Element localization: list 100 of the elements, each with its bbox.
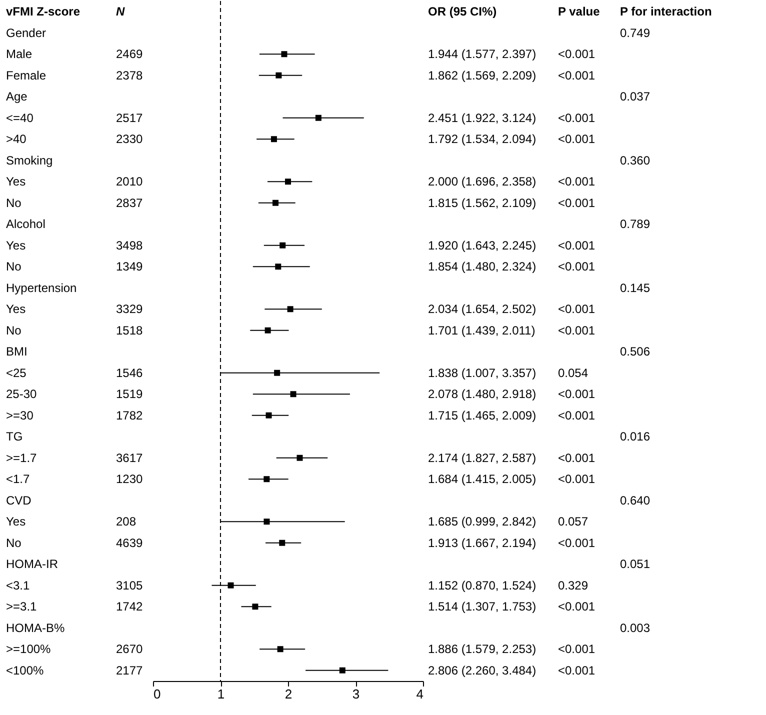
text: 2469 <box>116 47 144 62</box>
text: 3329 <box>116 302 144 316</box>
text: <0.001 <box>558 132 596 146</box>
text: 3105 <box>116 578 144 592</box>
y-tick-label: Yes <box>6 302 26 316</box>
text: 1518 <box>116 323 144 338</box>
text: 0.329 <box>558 578 588 592</box>
text: 0.057 <box>558 514 588 529</box>
text: 0.054 <box>558 366 588 380</box>
y-tick-label: >=3.1 <box>6 600 38 614</box>
text: 0.789 <box>620 217 650 232</box>
y-tick-label: >40 <box>6 132 27 146</box>
y-tick-label: CVD <box>6 493 32 508</box>
y-tick-label: TG <box>6 430 23 444</box>
text: <0.001 <box>558 408 596 422</box>
text: 1546 <box>116 366 144 380</box>
y-tick-label: >=30 <box>6 408 34 422</box>
x-tick-label: 2 <box>284 686 292 702</box>
x-tick-label: 0 <box>154 686 161 702</box>
text: <0.001 <box>558 302 596 316</box>
y-tick-label: Yes <box>6 238 26 252</box>
text: <0.001 <box>558 47 596 62</box>
y-tick-label: >=1.7 <box>6 450 38 465</box>
y-tick-label: Female <box>6 68 46 82</box>
y-tick-label: HOMA-IR <box>6 557 58 572</box>
data-label: 1.815 (1.562, 2.109) <box>428 196 536 210</box>
data-label: 1.862 (1.569, 2.209) <box>428 68 536 82</box>
text: <0.001 <box>558 536 596 550</box>
text: 2378 <box>116 68 144 82</box>
text: 2010 <box>116 174 144 189</box>
y-tick-label: <1.7 <box>6 472 30 486</box>
text: P value <box>558 4 600 19</box>
text: 1349 <box>116 260 144 274</box>
text: <0.001 <box>558 238 596 252</box>
text: 0.145 <box>620 280 650 295</box>
y-tick-label: Smoking <box>6 153 53 168</box>
data-label: 1.514 (1.307, 1.753) <box>428 600 536 614</box>
data-label: 1.715 (1.465, 2.009) <box>428 408 536 422</box>
y-tick-label: No <box>6 536 22 550</box>
data-label: 1.152 (0.870, 1.524) <box>428 578 536 592</box>
y-tick-label: Alcohol <box>6 217 46 232</box>
y-tick-label: HOMA-B% <box>6 620 65 635</box>
text: <0.001 <box>558 387 596 402</box>
text: 2330 <box>116 132 144 146</box>
text: <0.001 <box>558 663 596 678</box>
text: P for interaction <box>620 4 712 19</box>
y-tick-label: Yes <box>6 514 26 529</box>
text: 1519 <box>116 387 144 402</box>
y-tick-label: Gender <box>6 26 46 40</box>
data-label: 2.806 (2.260, 3.484) <box>428 663 536 678</box>
data-label: 1.854 (1.480, 2.324) <box>428 260 536 274</box>
text: <0.001 <box>558 323 596 338</box>
y-tick-label: No <box>6 196 22 210</box>
data-label: 1.886 (1.579, 2.253) <box>428 642 536 656</box>
text: N <box>116 4 125 19</box>
data-label: 1.701 (1.439, 2.011) <box>428 323 536 338</box>
y-tick-label: >=100% <box>6 642 52 656</box>
x-tick-label: 3 <box>352 686 360 702</box>
text: 2177 <box>116 663 144 678</box>
data-label: 1.920 (1.643, 2.245) <box>428 238 536 252</box>
data-label: 1.685 (0.999, 2.842) <box>428 514 536 529</box>
text: 3617 <box>116 450 144 465</box>
text: 1742 <box>116 600 144 614</box>
data-label: 2.078 (1.480, 2.918) <box>428 387 536 402</box>
text: 0.640 <box>620 493 650 508</box>
text: <0.001 <box>558 600 596 614</box>
text: 4639 <box>116 536 144 550</box>
text: <0.001 <box>558 260 596 274</box>
y-tick-label: <=40 <box>6 110 34 125</box>
data-label: 2.451 (1.922, 3.124) <box>428 110 536 125</box>
data-label: 1.684 (1.415, 2.005) <box>428 472 536 486</box>
text: 0.051 <box>620 557 650 572</box>
text: <0.001 <box>558 450 596 465</box>
data-label: 1.913 (1.667, 2.194) <box>428 536 536 550</box>
y-tick-label: No <box>6 260 22 274</box>
y-tick-label: <100% <box>6 663 44 678</box>
data-label: 1.838 (1.007, 3.357) <box>428 366 536 380</box>
text: OR (95 CI%) <box>428 4 497 19</box>
text: 2517 <box>116 110 144 125</box>
y-tick-label: 25-30 <box>6 387 38 402</box>
y-tick-label: BMI <box>6 344 28 359</box>
text: 1782 <box>116 408 144 422</box>
text: <0.001 <box>558 68 596 82</box>
y-tick-label: <25 <box>6 366 27 380</box>
y-tick-label: No <box>6 323 22 338</box>
y-tick-label: Yes <box>6 174 26 189</box>
text: 208 <box>116 514 136 529</box>
text: 0.003 <box>620 620 650 635</box>
x-tick-label: 1 <box>217 686 225 702</box>
text: <0.001 <box>558 472 596 486</box>
data-label: 2.034 (1.654, 2.502) <box>428 302 536 316</box>
text: 0.037 <box>620 90 650 104</box>
text: 2837 <box>116 196 144 210</box>
y-tick-label: Hypertension <box>6 280 77 295</box>
text: 3498 <box>116 238 144 252</box>
x-tick-label: 4 <box>416 686 424 702</box>
text: 0.360 <box>620 153 650 168</box>
text: 0.506 <box>620 344 650 359</box>
text: <0.001 <box>558 174 596 189</box>
data-label: 1.792 (1.534, 2.094) <box>428 132 536 146</box>
